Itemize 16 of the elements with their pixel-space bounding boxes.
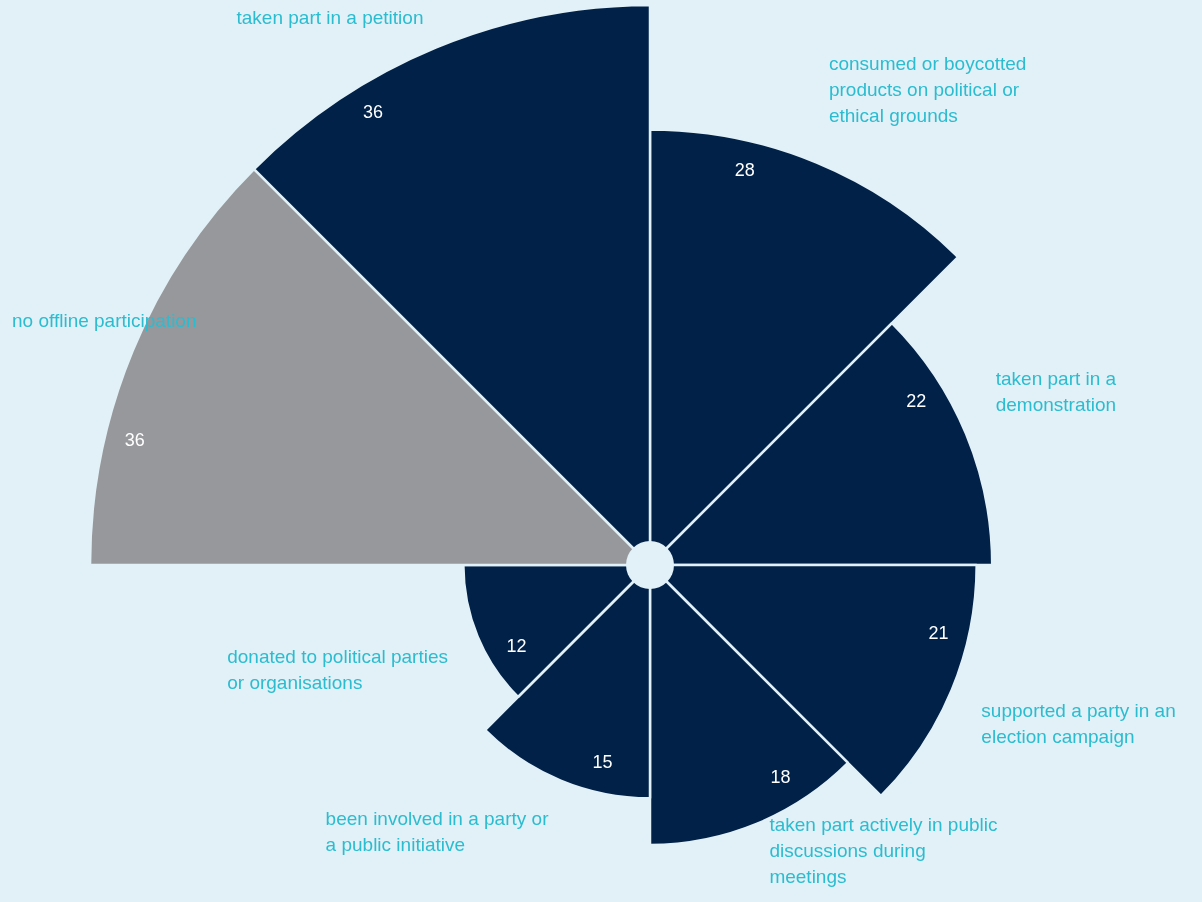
category-label: supported a party in an election campaign <box>981 699 1176 747</box>
category-label: taken part actively in public discussions during meetings <box>769 813 998 887</box>
data-label: 28 <box>734 159 755 180</box>
category-label: taken part in a petition <box>236 6 424 28</box>
category-label: donated to political parties or organisations <box>227 646 448 694</box>
data-label: 15 <box>592 751 613 772</box>
data-label: 18 <box>770 767 791 788</box>
data-label: 36 <box>124 430 145 451</box>
category-label: no offline participation <box>12 310 197 332</box>
category-label: taken part in a demonstration <box>995 367 1117 415</box>
category-label: consumed or boycotted products on political or ethical grounds <box>828 52 1027 126</box>
data-label: 12 <box>506 635 527 656</box>
category-label: been involved in a party or a public initiative <box>325 807 550 855</box>
data-label: 22 <box>906 390 927 411</box>
data-label: 36 <box>363 102 384 123</box>
data-label: 21 <box>928 623 949 644</box>
